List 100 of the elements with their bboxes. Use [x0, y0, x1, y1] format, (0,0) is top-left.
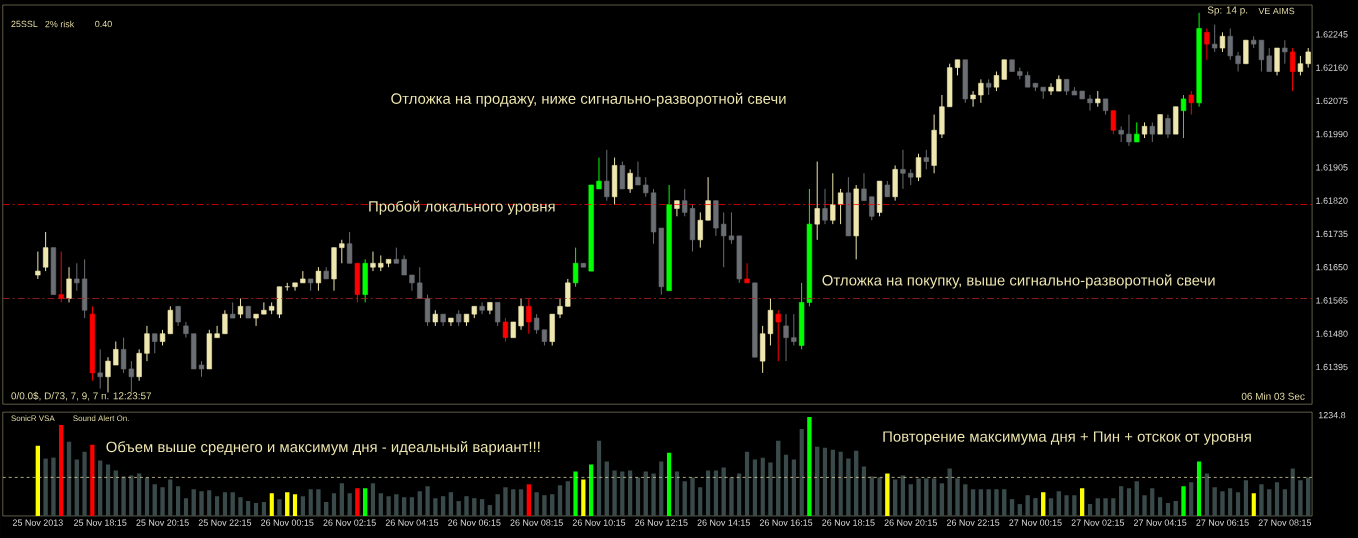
bar — [1033, 498, 1038, 516]
candlestick — [43, 231, 49, 272]
text: 1234.8 — [1318, 412, 1346, 419]
bar — [612, 470, 617, 516]
y-tick-label: 1.62160 — [1316, 64, 1348, 71]
bar — [152, 484, 157, 516]
candlestick — [783, 313, 789, 362]
bar — [316, 489, 321, 516]
bar — [168, 479, 173, 516]
candlestick — [1110, 110, 1117, 135]
bar — [308, 489, 313, 516]
bar — [822, 447, 828, 516]
bar — [246, 501, 251, 516]
bar — [1150, 488, 1155, 516]
candlestick — [315, 266, 322, 292]
annotation: 0/0.0$, D/73, 7, 9, 7 п. 12:23:57 — [11, 391, 152, 401]
bar — [666, 452, 672, 516]
bar — [892, 479, 898, 516]
bar — [924, 478, 929, 516]
candlestick — [401, 255, 407, 276]
bar — [90, 444, 95, 516]
bar — [690, 477, 695, 516]
bar — [1220, 491, 1225, 516]
bar — [565, 481, 570, 516]
bar — [682, 481, 687, 516]
candlestick — [370, 251, 376, 272]
candlestick — [502, 317, 509, 343]
bar — [277, 499, 282, 516]
candlestick — [1001, 59, 1007, 80]
candlestick — [572, 247, 579, 288]
candlestick — [635, 161, 641, 186]
bar — [35, 445, 41, 516]
bar — [791, 459, 797, 516]
x-tick-label: 25 Nov 18:15 — [74, 519, 127, 526]
bar — [292, 494, 298, 516]
bar — [643, 471, 648, 516]
bar — [355, 488, 360, 516]
y-tick-label: 1.61905 — [1316, 164, 1348, 171]
annotation: Повторение максимума дня + Пин + отскок от уровня — [883, 431, 1251, 445]
candlestick — [596, 157, 602, 190]
candlestick — [682, 188, 688, 217]
candlestick — [1227, 28, 1233, 61]
bar — [1087, 504, 1093, 516]
bar — [1126, 488, 1132, 516]
bar — [1267, 489, 1272, 516]
bar — [464, 496, 469, 516]
x-tick-label: 26 Nov 12:15 — [635, 519, 688, 526]
bar — [339, 483, 344, 516]
bar — [721, 467, 726, 516]
bar — [378, 493, 383, 516]
bar — [815, 446, 820, 516]
candlestick — [923, 149, 929, 170]
bar — [479, 499, 485, 516]
bar — [947, 468, 952, 516]
bar — [986, 489, 991, 516]
bar — [285, 492, 290, 516]
x-tick-label: 27 Nov 08:15 — [1258, 519, 1312, 526]
candlestick — [35, 251, 41, 280]
bar — [518, 489, 524, 516]
x-tick-label: 26 Nov 10:15 — [572, 519, 626, 526]
candlestick — [1087, 94, 1093, 112]
x-tick-label: 26 Nov 16:15 — [759, 519, 813, 526]
bar — [363, 488, 368, 516]
bar — [885, 473, 890, 516]
bar — [1196, 461, 1202, 516]
y-tick-label: 1.61820 — [1316, 197, 1348, 204]
bar — [394, 494, 399, 516]
bar — [744, 451, 750, 516]
y-tick-label: 1.61480 — [1316, 330, 1348, 337]
candlestick — [105, 356, 111, 393]
bar — [1157, 497, 1163, 516]
candlestick — [565, 278, 571, 307]
y-tick-label: 1.61395 — [1316, 363, 1348, 371]
bar — [768, 462, 773, 516]
x-tick-label: 26 Nov 06:15 — [448, 519, 501, 526]
candlestick — [814, 161, 820, 241]
bar — [82, 451, 87, 516]
bar — [1251, 493, 1256, 516]
bar — [589, 464, 594, 516]
bar — [581, 479, 586, 516]
bar — [160, 487, 165, 516]
bar — [51, 457, 56, 516]
bar — [230, 492, 235, 516]
annotation: 25SSL — [11, 20, 38, 28]
bar — [261, 502, 267, 516]
bar — [620, 471, 625, 516]
candlestick — [869, 196, 875, 221]
candlestick — [822, 188, 828, 225]
x-tick-label: 26 Nov 08:15 — [510, 519, 563, 526]
annotation: 0.40 — [95, 20, 112, 28]
bar — [191, 489, 196, 516]
bar — [1080, 488, 1085, 516]
bar — [347, 493, 352, 516]
candlestick — [1212, 24, 1218, 53]
candlestick — [144, 325, 150, 362]
bar — [846, 458, 851, 516]
candlestick — [152, 333, 158, 354]
annotation: Пробой локального уровня — [369, 200, 555, 215]
x-tick-label: 25 Nov 20:15 — [136, 519, 189, 526]
candlestick — [1204, 28, 1210, 61]
